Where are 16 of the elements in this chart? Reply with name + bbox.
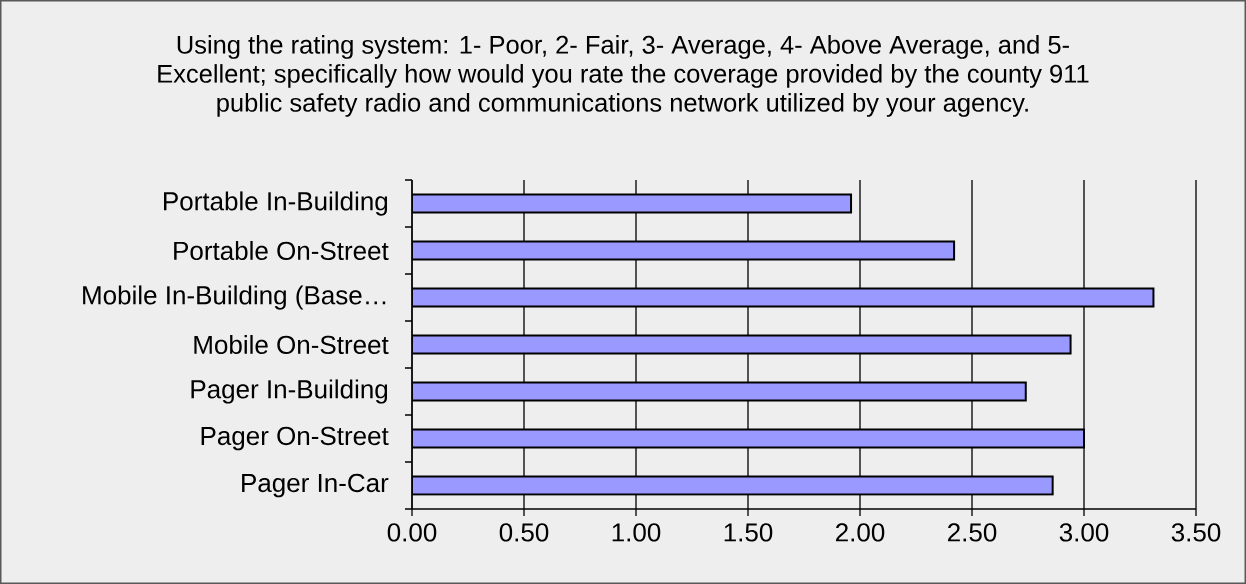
x-tick-label: 1.50 bbox=[724, 523, 773, 542]
y-tick-label: Pager In-Building bbox=[191, 379, 388, 404]
x-tick-label: 1.00 bbox=[612, 523, 661, 542]
x-tick-label: 0.50 bbox=[499, 523, 549, 542]
x-tick-label: 0.00 bbox=[387, 523, 437, 542]
y-tick-label: Pager In-Car bbox=[242, 473, 389, 498]
x-tick-label: 3.00 bbox=[1059, 523, 1109, 542]
x-tick-label: 2.00 bbox=[836, 523, 885, 542]
y-tick-label: Portable On-Street bbox=[174, 240, 389, 261]
y-tick-label: Mobile In-Building (Base… bbox=[83, 285, 386, 310]
chart-title: Using the rating system: 1- Poor, 2- Fair, 3- Average, 4- Above Average, and 5- Excellent; specifically how would you rate the coverage provided by the county 911 public safety radio and communications network utilized by your agency. bbox=[158, 35, 1089, 117]
y-tick-label: Pager On-Street bbox=[201, 426, 389, 451]
x-tick-label: 3.50 bbox=[1171, 523, 1221, 542]
x-tick-label: 2.50 bbox=[948, 523, 997, 542]
y-tick-label: Portable In-Building bbox=[164, 191, 388, 216]
y-tick-label: Mobile On-Street bbox=[194, 334, 389, 355]
